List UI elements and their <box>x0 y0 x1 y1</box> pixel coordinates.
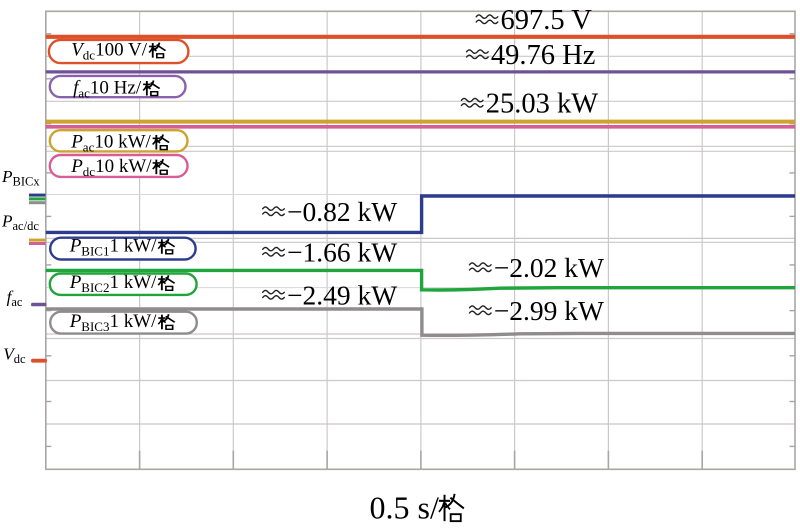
svg-text:Vdc: Vdc <box>3 345 26 367</box>
svg-text:−0.82 kW: −0.82 kW <box>287 196 397 227</box>
svg-text:Pac/dc: Pac/dc <box>1 211 39 233</box>
svg-text:0.5 s/: 0.5 s/ <box>370 490 439 526</box>
svg-text:fac: fac <box>7 288 23 310</box>
svg-text:−2.49 kW: −2.49 kW <box>287 280 397 311</box>
svg-text:−1.66 kW: −1.66 kW <box>287 237 397 268</box>
svg-text:Vdc100 V/: Vdc100 V/ <box>71 39 148 62</box>
svg-text:25.03 kW: 25.03 kW <box>486 89 599 120</box>
svg-text:49.76 Hz: 49.76 Hz <box>491 40 595 71</box>
svg-text:fac10 Hz/: fac10 Hz/ <box>73 77 142 100</box>
svg-text:−2.99 kW: −2.99 kW <box>494 295 604 326</box>
svg-text:697.5 V: 697.5 V <box>501 5 593 36</box>
svg-text:PBIC11 kW/: PBIC11 kW/ <box>69 236 157 259</box>
svg-text:PBIC31 kW/: PBIC31 kW/ <box>69 311 157 334</box>
svg-text:PBICx: PBICx <box>1 167 40 189</box>
svg-text:Pdc10 kW/: Pdc10 kW/ <box>70 156 152 179</box>
svg-text:−2.02 kW: −2.02 kW <box>494 252 604 283</box>
svg-text:Pac10 kW/: Pac10 kW/ <box>70 131 151 154</box>
svg-text:PBIC21 kW/: PBIC21 kW/ <box>69 272 157 295</box>
